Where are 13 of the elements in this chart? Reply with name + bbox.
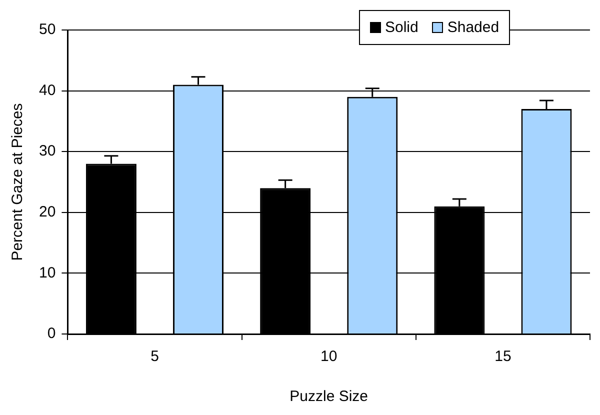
y-axis-title: Percent Gaze at Pieces bbox=[9, 103, 26, 261]
y-tick-label: 30 bbox=[38, 142, 56, 160]
x-axis-title: Puzzle Size bbox=[290, 388, 368, 406]
x-tick-label: 5 bbox=[150, 348, 159, 366]
x-tick-label: 10 bbox=[320, 348, 338, 366]
y-tick-label: 0 bbox=[47, 325, 56, 342]
legend-label: Shaded bbox=[447, 18, 500, 36]
x-tick-label: 15 bbox=[494, 348, 512, 366]
y-tick-label: 10 bbox=[38, 264, 56, 282]
y-tick-label: 50 bbox=[38, 21, 56, 38]
y-tick-label: 20 bbox=[38, 204, 56, 221]
y-tick-label: 40 bbox=[38, 82, 56, 99]
legend-label: Solid bbox=[385, 18, 418, 36]
